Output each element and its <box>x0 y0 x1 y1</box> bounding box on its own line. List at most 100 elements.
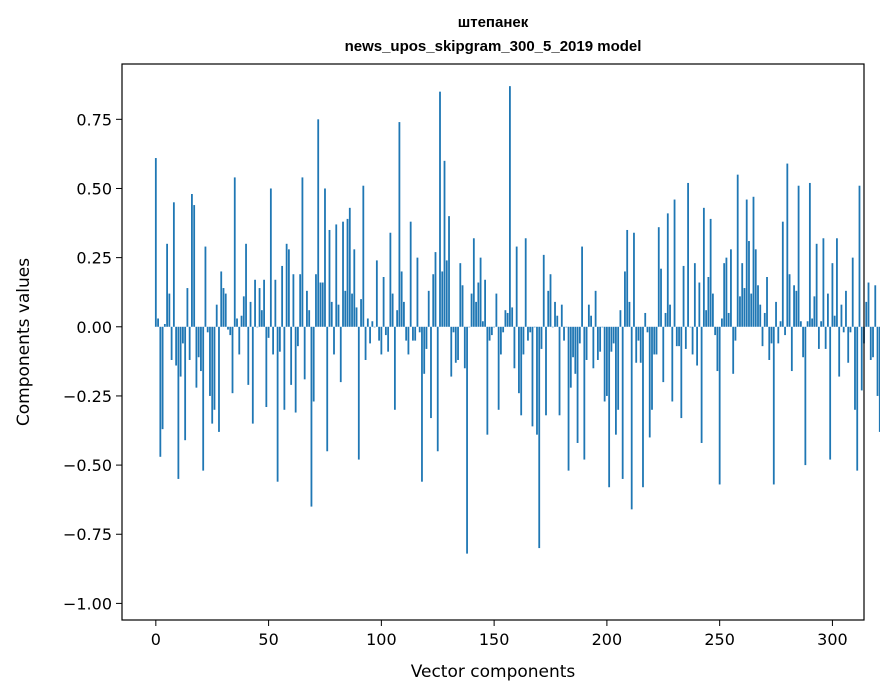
bar-320 <box>876 326 879 396</box>
bar-127 <box>441 271 444 327</box>
bar-53 <box>274 279 277 327</box>
bar-287 <box>802 326 804 358</box>
bar-166 <box>529 326 532 333</box>
bar-315 <box>865 301 868 327</box>
bar-80 <box>335 224 338 327</box>
bar-113 <box>409 221 412 327</box>
bar-226 <box>664 312 667 327</box>
bar-45 <box>256 326 259 328</box>
bar-89 <box>355 307 358 327</box>
bar-288 <box>804 326 807 466</box>
bar-191 <box>585 326 588 360</box>
bar-298 <box>827 293 829 327</box>
bar-24 <box>209 326 211 396</box>
bar-141 <box>472 238 475 327</box>
bar-240 <box>696 326 698 366</box>
bar-207 <box>621 326 624 479</box>
bar-126 <box>439 91 441 327</box>
bar-26 <box>213 326 216 410</box>
bar-282 <box>790 326 793 372</box>
bar-9 <box>175 326 178 366</box>
bar-92 <box>362 185 365 327</box>
bar-32 <box>227 326 229 330</box>
bar-199 <box>603 326 606 402</box>
bar-82 <box>339 326 342 383</box>
bar-61 <box>292 274 295 327</box>
bar-65 <box>301 177 304 327</box>
bar-294 <box>817 326 820 349</box>
bar-36 <box>236 318 238 327</box>
bar-110 <box>403 301 405 327</box>
bar-5 <box>166 243 168 327</box>
bar-13 <box>184 326 187 441</box>
bar-247 <box>711 293 714 327</box>
bar-165 <box>527 326 529 341</box>
bar-31 <box>224 293 227 327</box>
y-tick-label: −0.75 <box>63 525 112 544</box>
bar-133 <box>454 326 457 363</box>
bar-193 <box>590 315 592 327</box>
bar-251 <box>721 318 723 327</box>
bar-248 <box>714 326 717 336</box>
bar-269 <box>761 326 764 347</box>
bar-206 <box>619 310 622 327</box>
bar-146 <box>484 279 486 327</box>
bar-238 <box>691 326 694 355</box>
bar-286 <box>799 321 802 327</box>
bar-105 <box>391 293 394 327</box>
bar-227 <box>666 213 669 327</box>
bar-78 <box>330 301 333 327</box>
bar-310 <box>854 326 856 410</box>
bar-234 <box>682 265 685 327</box>
bar-170 <box>538 326 541 549</box>
bar-276 <box>777 326 780 344</box>
bar-217 <box>644 312 647 327</box>
x-axis-title: Vector components <box>411 662 576 682</box>
bar-142 <box>475 301 477 327</box>
bar-106 <box>393 326 396 410</box>
y-tick-label: 0.75 <box>76 110 112 129</box>
bar-66 <box>303 326 306 380</box>
bar-301 <box>833 315 836 327</box>
x-tick-label: 300 <box>817 630 848 649</box>
bar-86 <box>348 207 351 327</box>
bar-48 <box>263 279 265 327</box>
bar-15 <box>188 326 191 360</box>
bar-275 <box>775 301 777 327</box>
bar-291 <box>811 318 814 327</box>
bar-311 <box>856 326 859 471</box>
bar-279 <box>784 326 786 336</box>
bar-17 <box>193 205 196 327</box>
bar-183 <box>567 326 570 471</box>
bar-246 <box>709 218 712 327</box>
bar-200 <box>605 326 608 396</box>
bar-192 <box>587 304 590 327</box>
bar-148 <box>488 326 491 341</box>
bar-57 <box>283 326 286 410</box>
bar-19 <box>197 326 200 358</box>
bar-90 <box>357 326 360 460</box>
bar-143 <box>477 282 480 327</box>
bar-241 <box>698 282 701 327</box>
bar-213 <box>635 326 638 363</box>
bar-292 <box>813 296 816 327</box>
bar-265 <box>752 196 755 327</box>
bar-85 <box>346 218 349 327</box>
bar-35 <box>233 177 236 327</box>
bar-277 <box>779 321 782 327</box>
bar-104 <box>389 232 392 327</box>
bar-189 <box>581 246 583 327</box>
bar-60 <box>290 326 293 385</box>
x-tick-label: 100 <box>366 630 397 649</box>
bar-264 <box>750 293 753 327</box>
bar-69 <box>310 326 313 507</box>
bar-220 <box>651 326 653 410</box>
bar-132 <box>452 326 455 333</box>
bar-54 <box>276 326 279 482</box>
bar-317 <box>869 326 872 360</box>
bar-230 <box>673 199 676 327</box>
bar-128 <box>443 160 446 327</box>
bar-29 <box>220 271 223 327</box>
bar-197 <box>599 326 602 352</box>
bar-1 <box>157 318 159 327</box>
